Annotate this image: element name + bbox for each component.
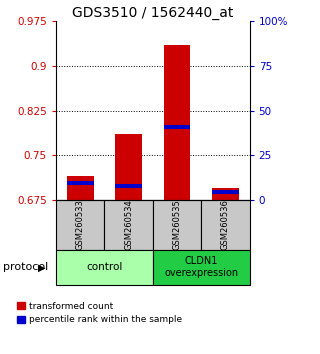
Text: protocol: protocol: [3, 262, 48, 272]
Bar: [104, 200, 153, 250]
Bar: [115, 135, 142, 200]
Title: GDS3510 / 1562440_at: GDS3510 / 1562440_at: [72, 6, 234, 20]
Bar: [153, 200, 201, 250]
Bar: [56, 200, 104, 250]
Text: GSM260533: GSM260533: [76, 199, 85, 250]
Bar: [164, 45, 190, 200]
Bar: [212, 188, 239, 200]
Text: GSM260535: GSM260535: [172, 199, 181, 250]
Text: GSM260534: GSM260534: [124, 199, 133, 250]
Text: GSM260536: GSM260536: [221, 199, 230, 250]
Bar: [67, 176, 93, 200]
Bar: [115, 184, 142, 188]
Bar: [67, 181, 93, 185]
Bar: [212, 190, 239, 194]
Bar: [164, 125, 190, 129]
Legend: transformed count, percentile rank within the sample: transformed count, percentile rank withi…: [17, 302, 182, 324]
Bar: [153, 250, 250, 285]
Text: ▶: ▶: [38, 262, 46, 272]
Text: CLDN1
overexpression: CLDN1 overexpression: [164, 256, 238, 278]
Bar: [201, 200, 250, 250]
Text: control: control: [86, 262, 123, 272]
Bar: [56, 250, 153, 285]
